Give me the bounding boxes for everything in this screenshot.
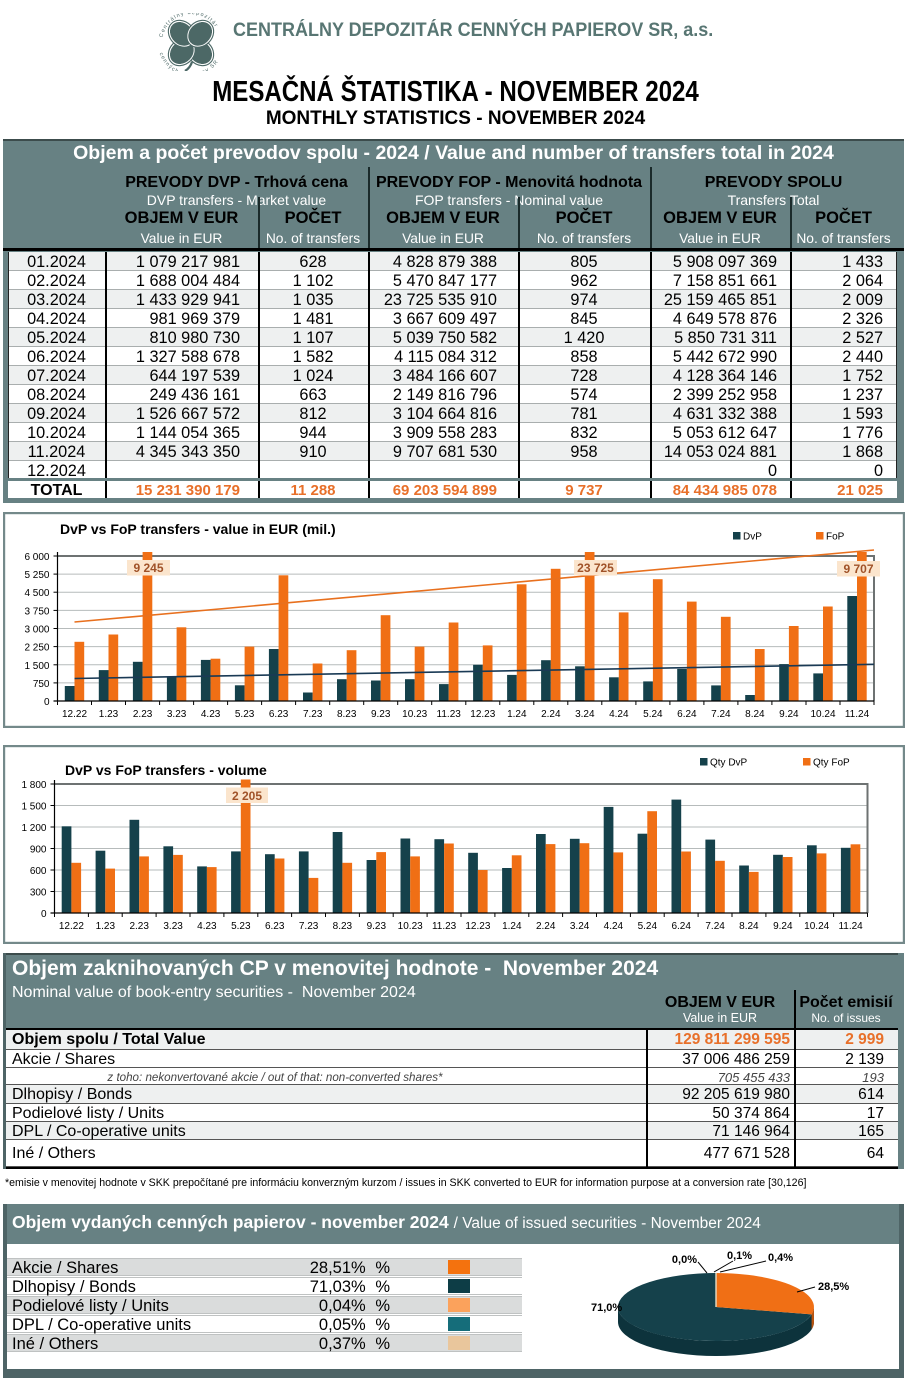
svg-text:2 205: 2 205 xyxy=(232,789,262,803)
svg-text:3.24: 3.24 xyxy=(570,921,590,932)
svg-text:9 707: 9 707 xyxy=(843,562,873,576)
svg-text:750: 750 xyxy=(33,679,50,690)
svg-text:DvP: DvP xyxy=(743,532,762,543)
svg-text:DvP vs FoP transfers - value i: DvP vs FoP transfers - value in EUR (mil… xyxy=(60,521,336,537)
svg-text:3 000: 3 000 xyxy=(24,625,49,636)
svg-text:9.24: 9.24 xyxy=(779,709,799,720)
svg-text:1.24: 1.24 xyxy=(502,921,522,932)
svg-text:71,0%: 71,0% xyxy=(591,1302,622,1314)
svg-text:10.23: 10.23 xyxy=(402,709,427,720)
svg-text:23 725: 23 725 xyxy=(577,561,614,575)
svg-text:7.23: 7.23 xyxy=(303,709,323,720)
svg-text:12.22: 12.22 xyxy=(62,709,87,720)
svg-text:4.24: 4.24 xyxy=(609,709,629,720)
svg-text:FoP: FoP xyxy=(826,532,845,543)
svg-text:1.23: 1.23 xyxy=(99,709,119,720)
svg-text:1.23: 1.23 xyxy=(96,921,116,932)
svg-text:7.24: 7.24 xyxy=(711,709,731,720)
svg-text:2.23: 2.23 xyxy=(133,709,153,720)
svg-text:7.23: 7.23 xyxy=(299,921,319,932)
svg-text:10.23: 10.23 xyxy=(398,921,423,932)
svg-text:Qty FoP: Qty FoP xyxy=(813,758,850,769)
svg-text:8.24: 8.24 xyxy=(739,921,759,932)
svg-text:1 200: 1 200 xyxy=(21,823,46,834)
svg-text:8.23: 8.23 xyxy=(337,709,357,720)
svg-text:6 000: 6 000 xyxy=(24,552,49,563)
svg-text:3.24: 3.24 xyxy=(575,709,595,720)
svg-text:11.23: 11.23 xyxy=(437,709,462,720)
svg-text:1 500: 1 500 xyxy=(24,661,49,672)
svg-text:1 500: 1 500 xyxy=(21,802,46,813)
svg-text:4 500: 4 500 xyxy=(24,588,49,599)
svg-text:4.23: 4.23 xyxy=(201,709,221,720)
svg-text:2.24: 2.24 xyxy=(541,709,561,720)
svg-text:5.23: 5.23 xyxy=(235,709,255,720)
svg-text:8.23: 8.23 xyxy=(333,921,353,932)
svg-text:5 250: 5 250 xyxy=(24,570,49,581)
svg-text:12.22: 12.22 xyxy=(59,921,84,932)
svg-text:6.24: 6.24 xyxy=(671,921,691,932)
svg-text:1 800: 1 800 xyxy=(21,780,46,791)
svg-text:5.24: 5.24 xyxy=(643,709,663,720)
svg-text:12.23: 12.23 xyxy=(470,709,495,720)
svg-text:0: 0 xyxy=(41,909,47,920)
svg-text:0: 0 xyxy=(44,697,50,708)
svg-text:0,1%: 0,1% xyxy=(727,1250,752,1262)
svg-text:3.23: 3.23 xyxy=(167,709,187,720)
svg-text:10.24: 10.24 xyxy=(810,709,835,720)
svg-text:11.24: 11.24 xyxy=(845,709,870,720)
svg-text:8.24: 8.24 xyxy=(745,709,765,720)
svg-text:7.24: 7.24 xyxy=(705,921,725,932)
svg-text:4.24: 4.24 xyxy=(604,921,624,932)
svg-text:9.24: 9.24 xyxy=(773,921,793,932)
svg-text:2.24: 2.24 xyxy=(536,921,556,932)
svg-text:300: 300 xyxy=(30,888,47,899)
svg-text:Qty DvP: Qty DvP xyxy=(710,758,748,769)
svg-text:10.24: 10.24 xyxy=(804,921,829,932)
svg-text:6.23: 6.23 xyxy=(269,709,289,720)
svg-text:9 245: 9 245 xyxy=(133,561,163,575)
svg-text:6.24: 6.24 xyxy=(677,709,697,720)
svg-text:28,5%: 28,5% xyxy=(818,1281,849,1293)
svg-text:1.24: 1.24 xyxy=(507,709,527,720)
svg-text:2.23: 2.23 xyxy=(129,921,149,932)
svg-text:600: 600 xyxy=(30,866,47,877)
svg-text:0,0%: 0,0% xyxy=(672,1254,697,1266)
svg-text:11.24: 11.24 xyxy=(838,921,863,932)
svg-text:4.23: 4.23 xyxy=(197,921,217,932)
svg-text:3.23: 3.23 xyxy=(163,921,183,932)
svg-text:900: 900 xyxy=(30,845,47,856)
svg-text:DvP vs FoP transfers - volume: DvP vs FoP transfers - volume xyxy=(65,762,267,778)
svg-text:6.23: 6.23 xyxy=(265,921,285,932)
svg-text:12.23: 12.23 xyxy=(465,921,490,932)
svg-text:0,4%: 0,4% xyxy=(768,1252,793,1264)
svg-text:2 250: 2 250 xyxy=(24,643,49,654)
svg-text:11.23: 11.23 xyxy=(432,921,457,932)
svg-text:9.23: 9.23 xyxy=(371,709,391,720)
svg-text:5.24: 5.24 xyxy=(638,921,658,932)
svg-text:3 750: 3 750 xyxy=(24,606,49,617)
svg-text:9.23: 9.23 xyxy=(367,921,387,932)
svg-text:5.23: 5.23 xyxy=(231,921,251,932)
